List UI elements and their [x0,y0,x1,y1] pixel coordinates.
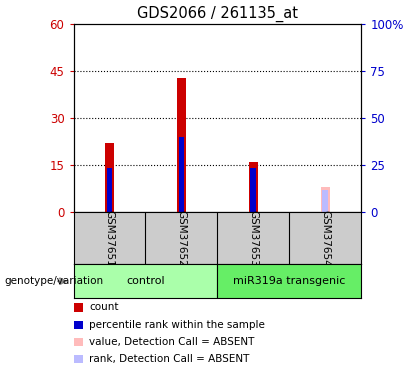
Bar [250,168,256,212]
Bar [105,143,114,212]
Text: GSM37653: GSM37653 [248,210,258,267]
Bar [177,78,186,212]
Bar [249,162,257,212]
Text: count: count [89,303,118,312]
Text: control: control [126,276,165,286]
Text: GSM37651: GSM37651 [105,210,115,267]
Text: value, Detection Call = ABSENT: value, Detection Call = ABSENT [89,337,255,347]
Text: GSM37654: GSM37654 [320,210,330,267]
Bar [321,187,330,212]
Bar [323,190,328,212]
Text: GSM37652: GSM37652 [176,210,186,267]
Bar [178,137,184,212]
Text: miR319a transgenic: miR319a transgenic [233,276,346,286]
Text: rank, Detection Call = ABSENT: rank, Detection Call = ABSENT [89,354,249,364]
Bar [74,264,218,298]
Text: genotype/variation: genotype/variation [4,276,103,286]
Title: GDS2066 / 261135_at: GDS2066 / 261135_at [137,5,298,22]
Text: percentile rank within the sample: percentile rank within the sample [89,320,265,330]
Bar [218,264,361,298]
Bar [107,168,112,212]
